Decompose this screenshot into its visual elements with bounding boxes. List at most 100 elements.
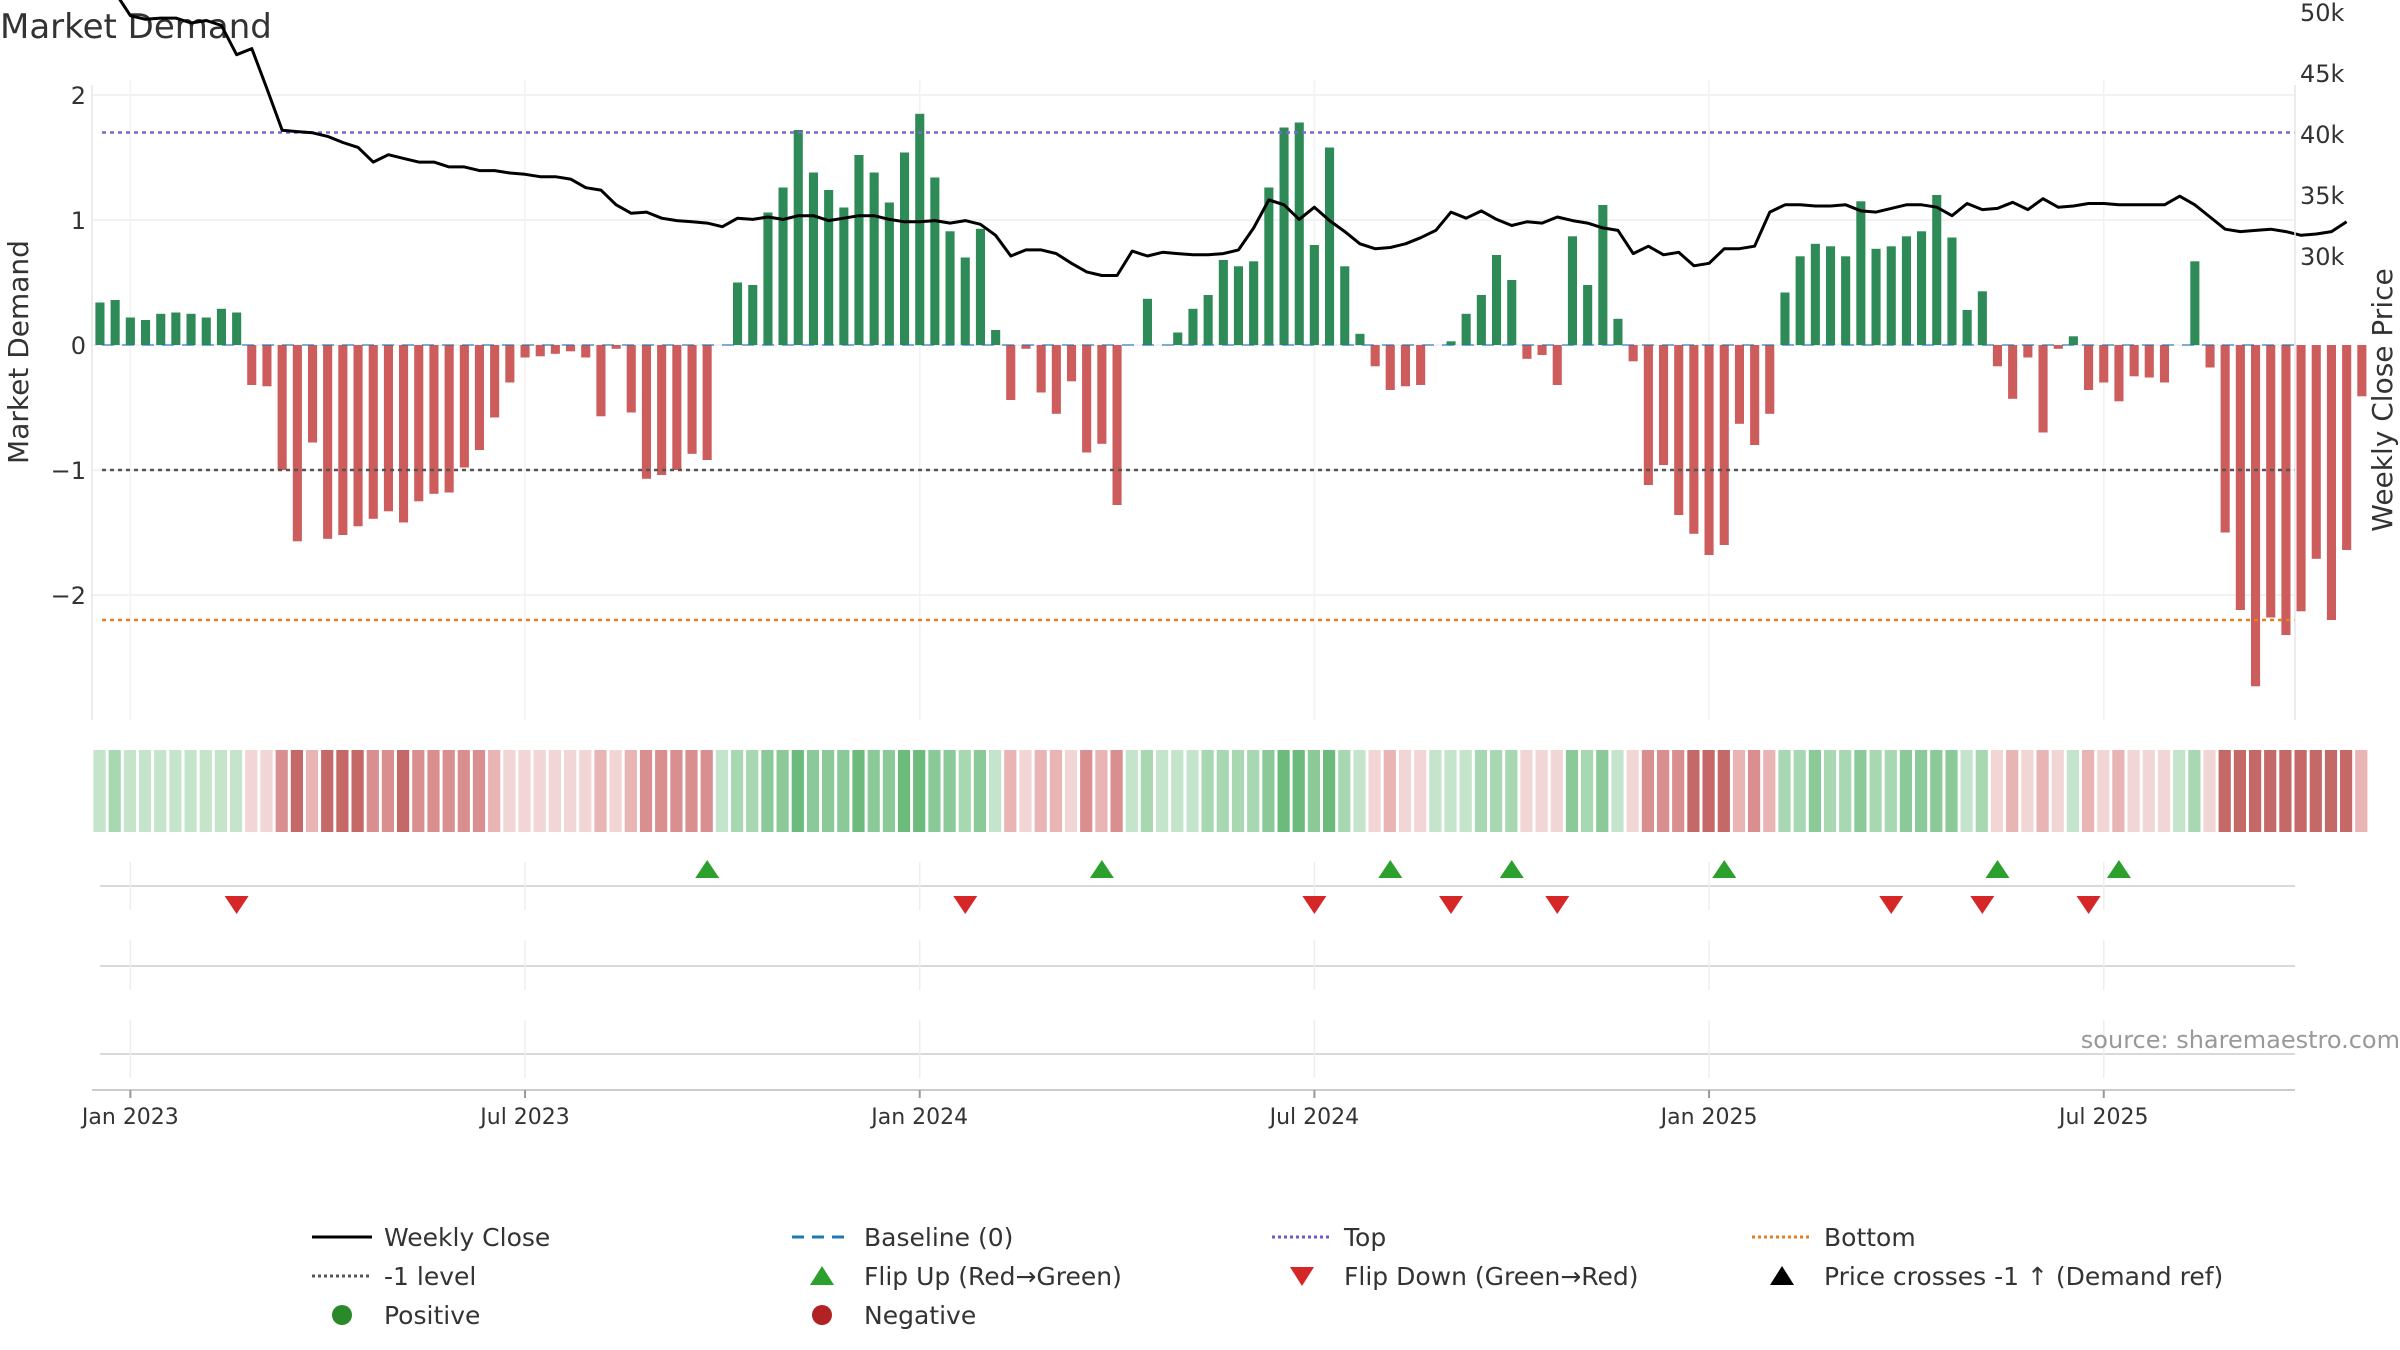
heat-cell (1626, 750, 1639, 832)
reference-lines (102, 131, 2295, 622)
positive-demand-bar (171, 312, 181, 345)
heat-cell (1505, 750, 1518, 832)
negative-demand-bar (2129, 345, 2139, 377)
positive-demand-bar (1932, 195, 1942, 345)
heat-cell (1823, 750, 1837, 832)
heat-cell (305, 750, 319, 832)
demand-heat-strip (93, 750, 2368, 832)
legend-swatch (1290, 1267, 1314, 1286)
left-tick-label: 2 (71, 82, 86, 110)
flip-down-marker (1545, 896, 1570, 914)
heat-cell (715, 750, 728, 832)
heat-cell (2309, 750, 2322, 832)
positive-demand-bar (186, 313, 196, 346)
heat-cell (2218, 750, 2231, 832)
heat-cell (852, 750, 865, 832)
negative-demand-bar (338, 345, 348, 535)
positive-demand-bar (808, 172, 818, 345)
legend-label: Baseline (0) (864, 1223, 1013, 1252)
heat-cell (2264, 750, 2277, 832)
heat-cell (822, 750, 835, 832)
negative-demand-bar (2084, 345, 2094, 390)
negative-demand-bar (383, 345, 393, 512)
heat-cell (1687, 750, 1700, 832)
heat-cell (867, 750, 880, 832)
heat-cell (1034, 750, 1047, 832)
negative-demand-bar (657, 345, 667, 475)
positive-demand-bar (2190, 261, 2200, 346)
heat-cell (275, 750, 288, 832)
positive-demand-bar (1446, 341, 1456, 346)
negative-demand-bar (2205, 345, 2215, 368)
legend-swatch (810, 1266, 834, 1285)
legend: Weekly Close Baseline (0) Top Bottom -1 leve… (312, 1223, 2223, 1330)
negative-demand-bar (414, 345, 424, 502)
right-tick-label: 45k (2300, 60, 2345, 88)
heat-cell (472, 750, 486, 832)
flip-markers (100, 860, 2295, 1078)
heat-cell (670, 750, 683, 832)
heat-cell (1899, 750, 1912, 832)
right-tick-label: 30k (2300, 243, 2345, 271)
heat-cell (2097, 750, 2110, 832)
heat-cell (776, 750, 789, 832)
heat-cell (427, 750, 440, 832)
heat-cell (700, 750, 713, 832)
negative-demand-bar (2114, 345, 2124, 402)
heat-cell (1960, 750, 1973, 832)
heat-cell (989, 750, 1002, 832)
heat-cell (1398, 750, 1412, 832)
heat-cell (1338, 750, 1351, 832)
positive-demand-bar (778, 187, 788, 345)
negative-demand-bar (459, 345, 469, 468)
heat-cell (1520, 750, 1533, 832)
negative-demand-bar (490, 345, 500, 418)
negative-demand-bar (2281, 345, 2291, 635)
negative-demand-bar (429, 345, 439, 494)
positive-demand-bar (839, 207, 849, 345)
price-line-layer (118, 0, 2348, 277)
positive-demand-bar (1476, 295, 1486, 345)
legend-label: Flip Up (Red→Green) (864, 1262, 1122, 1291)
legend-item: Flip Up (Red→Green) (810, 1262, 1122, 1291)
heat-cell (1945, 750, 1958, 832)
heat-cell (1414, 750, 1427, 832)
negative-demand-bar (2326, 345, 2336, 620)
left-axis: 2 1 0 −1 −2 (51, 82, 93, 720)
heat-cell (973, 750, 986, 832)
flip-up-marker (1499, 860, 1524, 878)
legend-swatch (812, 1305, 832, 1325)
flip-down-marker (1970, 896, 1995, 914)
heat-cell (1748, 750, 1761, 832)
positive-demand-bar (1841, 256, 1851, 346)
heat-cell (913, 750, 926, 832)
positive-demand-bar (945, 231, 955, 346)
negative-demand-bar (611, 345, 621, 349)
left-tick-label: −2 (51, 582, 86, 610)
flip-up-marker (1712, 860, 1737, 878)
positive-demand-bar (1249, 261, 1259, 346)
heat-cell (1596, 750, 1609, 832)
positive-demand-bar (1233, 266, 1243, 346)
heat-cell (2051, 750, 2064, 832)
positive-demand-bar (1309, 245, 1319, 345)
heat-cell (1140, 750, 1153, 832)
negative-demand-bar (2038, 345, 2048, 433)
heat-cell (381, 750, 394, 832)
negative-demand-bar (566, 345, 576, 352)
negative-demand-bar (641, 345, 651, 479)
flip-up-marker (1985, 860, 2010, 878)
heat-cell (1201, 750, 1214, 832)
heat-cell (1930, 750, 1943, 832)
positive-demand-bar (748, 285, 758, 345)
heat-cell (2036, 750, 2049, 832)
heat-cell (1611, 750, 1624, 832)
positive-demand-bar (1507, 280, 1517, 345)
positive-demand-bar (1886, 246, 1896, 346)
negative-demand-bar (1097, 345, 1107, 444)
negative-demand-bar (1750, 345, 1760, 445)
negative-demand-bar (2008, 345, 2018, 399)
positive-demand-bar (1810, 243, 1820, 346)
flip-up-marker (1089, 860, 1114, 878)
